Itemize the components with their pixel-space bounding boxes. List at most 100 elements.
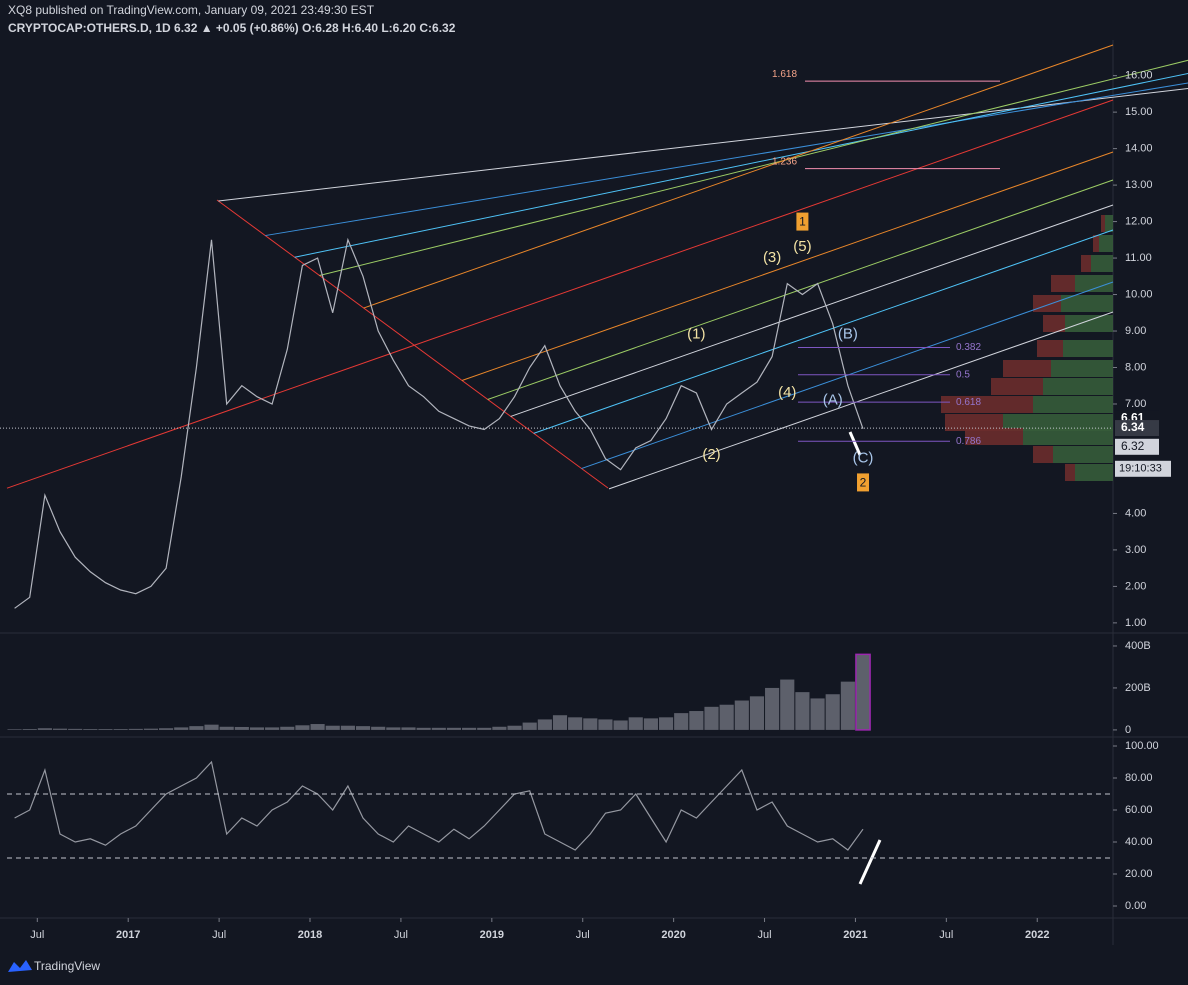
profile-bar [1037, 340, 1063, 357]
volume-bar [825, 694, 840, 730]
series-line [14, 237, 864, 609]
drawn-stroke [858, 839, 882, 885]
brand: TradingView [34, 959, 100, 973]
volume-bar [598, 719, 613, 730]
profile-bar [1063, 340, 1113, 357]
y-tick-label: 10.00 [1125, 288, 1153, 300]
profile-bar [1075, 275, 1113, 292]
profile-bar [1075, 464, 1113, 481]
x-tick-label: 2020 [661, 929, 685, 941]
volume-bar [643, 718, 658, 730]
volume-bar [265, 727, 280, 730]
volume-bar [83, 729, 98, 730]
volume-bar [249, 727, 265, 730]
y-tick-label: 7.00 [1125, 398, 1146, 410]
y-tick-label: 8.00 [1125, 361, 1146, 373]
fib-label: 1.236 [772, 156, 797, 167]
fork-line [6, 99, 1114, 489]
fib-label: 1.618 [772, 69, 797, 80]
x-tick-label: 2018 [298, 929, 322, 941]
y-tick-label: 100.00 [1125, 740, 1159, 752]
wave-label: (4) [778, 384, 796, 401]
wave-box [857, 473, 870, 492]
volume-bar [128, 728, 143, 730]
volume-bar [552, 715, 568, 730]
volume-bar [689, 711, 704, 730]
y-tick-label: 11.00 [1125, 252, 1152, 264]
fib-label: 0.786 [956, 436, 981, 447]
series-line [14, 760, 864, 851]
volume-bar [204, 724, 219, 730]
volume-bar [189, 726, 204, 730]
volume-bar [416, 727, 431, 730]
fork-line [533, 229, 1114, 434]
logo [8, 960, 32, 972]
published-line: XQ8 published on TradingView.com, Januar… [8, 3, 375, 17]
y-tick-label: 60.00 [1125, 804, 1153, 816]
volume-bar [613, 720, 628, 730]
volume-bar [310, 724, 325, 730]
profile-bar [991, 378, 1043, 395]
y-tick-label: 3.00 [1125, 544, 1146, 556]
fork-line [461, 151, 1114, 381]
volume-bar [386, 727, 401, 730]
profile-bar [1065, 464, 1075, 481]
profile-bar [965, 428, 1023, 445]
countdown-box [1115, 460, 1171, 477]
volume-bar [295, 725, 310, 730]
x-tick-label: Jul [939, 929, 953, 941]
volume-bar [507, 725, 522, 730]
volume-bar [22, 729, 37, 730]
y-tick-label: 0.00 [1125, 900, 1146, 912]
wave-box-label: 2 [860, 476, 867, 490]
profile-bar [1043, 378, 1113, 395]
fork-line [608, 311, 1114, 490]
profile-bar [1053, 446, 1113, 463]
profile-bar [945, 414, 1003, 431]
profile-bar [1093, 235, 1099, 252]
volume-bar [719, 704, 734, 730]
volume-bar [477, 727, 492, 730]
profile-bar [1003, 360, 1051, 377]
x-tick-label: Jul [576, 929, 590, 941]
volume-bar [855, 653, 871, 731]
volume-bar [780, 679, 795, 730]
drawn-stroke [848, 431, 862, 456]
volume-bar [674, 713, 689, 730]
fork-handle [216, 199, 609, 489]
fork-line [510, 204, 1114, 417]
volume-bar [340, 725, 355, 730]
volume-bar [325, 725, 340, 730]
logo-icon [8, 960, 32, 972]
profile-bar [1061, 295, 1113, 312]
volume-bar [174, 727, 189, 730]
y-tick-label: 12.00 [1125, 215, 1153, 227]
profile-bar [1105, 215, 1113, 232]
pitchfork [6, 44, 1188, 490]
x-tick-label: Jul [394, 929, 408, 941]
price-marker-label: 6.34 [1121, 420, 1145, 434]
wave-label: (3) [763, 249, 781, 266]
wave-label: (2) [702, 446, 720, 463]
y-tick-label: 4.00 [1125, 507, 1146, 519]
profile-bar [1091, 255, 1113, 272]
price-marker [1115, 438, 1159, 455]
volume-bar [749, 696, 765, 730]
volume-bar [446, 727, 462, 730]
volume-bar [431, 727, 446, 730]
y-tick-label: 2.00 [1125, 580, 1146, 592]
profile-bar [1051, 360, 1113, 377]
profile-bar [1101, 215, 1105, 232]
profile-bar [1023, 428, 1113, 445]
wave-label: (A) [823, 391, 843, 408]
volume-bar [355, 726, 371, 730]
volume-bar [704, 706, 719, 730]
profile-bar [1003, 414, 1113, 431]
volume-bar [143, 728, 159, 730]
volume-bar [280, 726, 295, 730]
y-tick-label: 80.00 [1125, 772, 1153, 784]
y-tick-label: 14.00 [1125, 143, 1153, 155]
y-tick-label: 40.00 [1125, 836, 1153, 848]
volume-bar [68, 728, 83, 730]
